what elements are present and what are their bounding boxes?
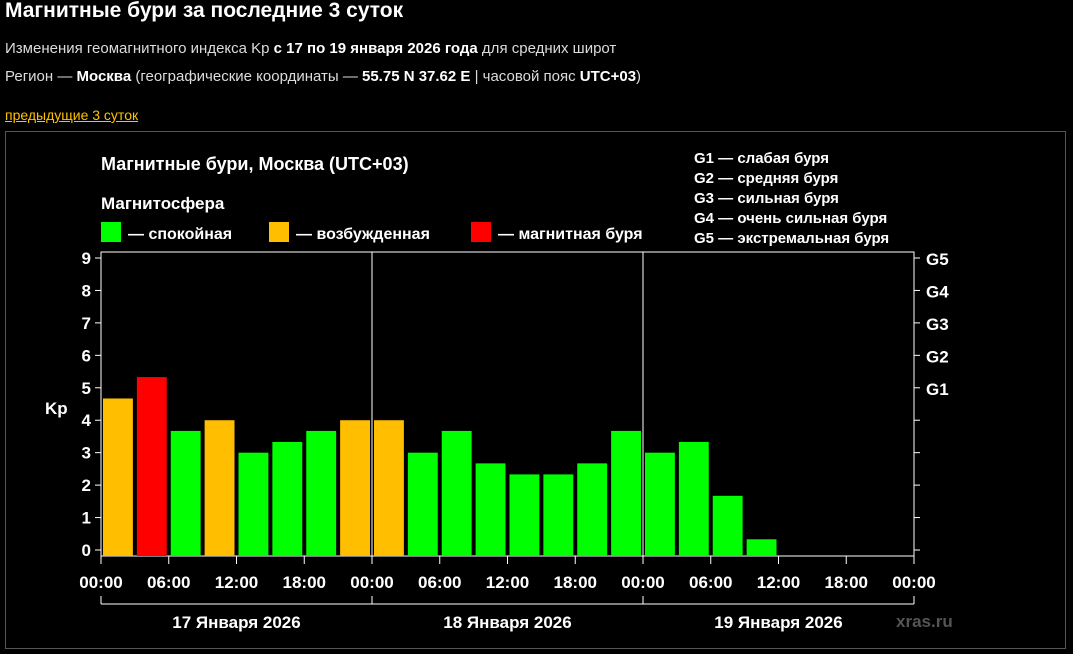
legend-title: Магнитосфера	[101, 194, 225, 213]
x-tick-label: 00:00	[79, 573, 122, 592]
date-range-description: Изменения геомагнитного индекса Kp с 17 …	[5, 40, 616, 57]
y-tick-label: 9	[82, 249, 91, 268]
region-prefix: Регион —	[5, 68, 77, 85]
x-tick-label: 00:00	[892, 573, 935, 592]
g-legend-item-4: G4 — очень сильная буря	[694, 210, 887, 227]
g-legend-item-5: G5 — экстремальная буря	[694, 230, 889, 247]
timezone: UTC+03	[579, 68, 637, 85]
kp-bar	[611, 430, 641, 556]
y-tick-label: 2	[82, 476, 91, 495]
legend-swatch-3	[471, 222, 491, 242]
x-tick-label: 18:00	[554, 573, 597, 592]
y-tick-label: 3	[82, 444, 91, 463]
date-range: с 17 по 19 января 2026 года	[273, 40, 478, 57]
y-tick-label: 6	[82, 346, 91, 365]
legend-swatch-2	[269, 222, 289, 242]
region-suffix: )	[636, 68, 642, 85]
y-tick-label: 5	[82, 379, 91, 398]
kp-bar	[407, 452, 438, 556]
g-tick-label: G2	[926, 347, 949, 366]
kp-bar	[645, 452, 675, 556]
description-text: Изменения геомагнитного индекса Kp	[5, 40, 274, 57]
x-tick-label: 06:00	[689, 573, 732, 592]
kp-bar	[509, 474, 540, 556]
y-tick-label: 8	[82, 281, 91, 300]
storm-scale-legend: G1 — слабая буря G2 — средняя буря G3 — си…	[694, 150, 889, 247]
kp-bar	[441, 430, 472, 556]
chart-legend: — спокойная — возбужденная — магнитная бур…	[101, 222, 643, 243]
x-tick-label: 06:00	[147, 573, 190, 592]
page-title: Магнитные бури за последние 3 суток	[5, 0, 404, 22]
kp-bar	[170, 430, 201, 556]
x-tick-label: 12:00	[215, 573, 258, 592]
coordinates: 55.75 N 37.62 E	[362, 68, 471, 85]
g-legend-item-2: G2 — средняя буря	[694, 170, 838, 187]
legend-swatch-1	[101, 222, 121, 242]
x-tick-label: 06:00	[418, 573, 461, 592]
coords-prefix: (географические координаты —	[131, 68, 362, 85]
x-tick-label: 18:00	[825, 573, 868, 592]
y-tick-label: 4	[82, 411, 92, 430]
previous-3-days-link[interactable]: предыдущие 3 суток	[5, 107, 139, 123]
kp-bar	[678, 441, 709, 556]
y-tick-label: 0	[82, 541, 91, 560]
kp-bar	[475, 463, 506, 556]
y-axis-label: Kp	[45, 399, 68, 418]
g-tick-label: G4	[926, 282, 949, 301]
plot-area: 0 1 2 3 4 5 6 7 8 9 G1 G2 G3 G4 G5 Kp 00:00 06:00 12:00 18:…	[45, 249, 953, 632]
kp-bar	[543, 474, 574, 556]
x-tick-label: 00:00	[350, 573, 393, 592]
kp-bar	[136, 377, 167, 556]
y-tick-label: 7	[82, 314, 91, 333]
x-tick-label: 18:00	[283, 573, 326, 592]
g-legend-item-3: G3 — сильная буря	[694, 190, 839, 207]
kp-bar	[577, 463, 608, 556]
kp-bar	[204, 420, 235, 556]
kp-bar	[103, 398, 133, 556]
kp-bar	[238, 452, 269, 556]
kp-bar	[340, 420, 370, 556]
kp-bar	[746, 539, 777, 556]
g-legend-item-1: G1 — слабая буря	[694, 150, 829, 167]
kp-bar	[306, 430, 337, 556]
kp-bar	[374, 420, 404, 556]
kp-bar	[272, 441, 303, 556]
day-label: 17 Января 2026	[172, 613, 300, 632]
timezone-prefix: | часовой пояс	[470, 68, 580, 85]
day-label: 19 Января 2026	[714, 613, 842, 632]
g-tick-label: G1	[926, 380, 949, 399]
day-label: 18 Января 2026	[443, 613, 571, 632]
watermark: xras.ru	[896, 612, 953, 631]
chart-title: Магнитные бури, Москва (UTC+03)	[101, 154, 409, 174]
legend-label-3: — магнитная буря	[498, 226, 643, 243]
y-tick-label: 1	[82, 509, 91, 528]
legend-label-1: — спокойная	[128, 226, 232, 243]
description-suffix: для средних широт	[477, 40, 617, 57]
g-tick-label: G3	[926, 315, 949, 334]
x-tick-label: 12:00	[757, 573, 800, 592]
kp-chart-panel: Магнитные бури, Москва (UTC+03) Магнитос…	[5, 131, 1066, 649]
legend-label-2: — возбужденная	[296, 226, 430, 243]
x-tick-label: 12:00	[486, 573, 529, 592]
x-tick-label: 00:00	[621, 573, 664, 592]
region-description: Регион — Москва (географические координа…	[5, 68, 641, 85]
g-tick-label: G5	[926, 250, 949, 269]
kp-bar	[712, 495, 743, 556]
region-name: Москва	[76, 68, 132, 85]
kp-chart: Магнитные бури, Москва (UTC+03) Магнитос…	[45, 150, 953, 632]
